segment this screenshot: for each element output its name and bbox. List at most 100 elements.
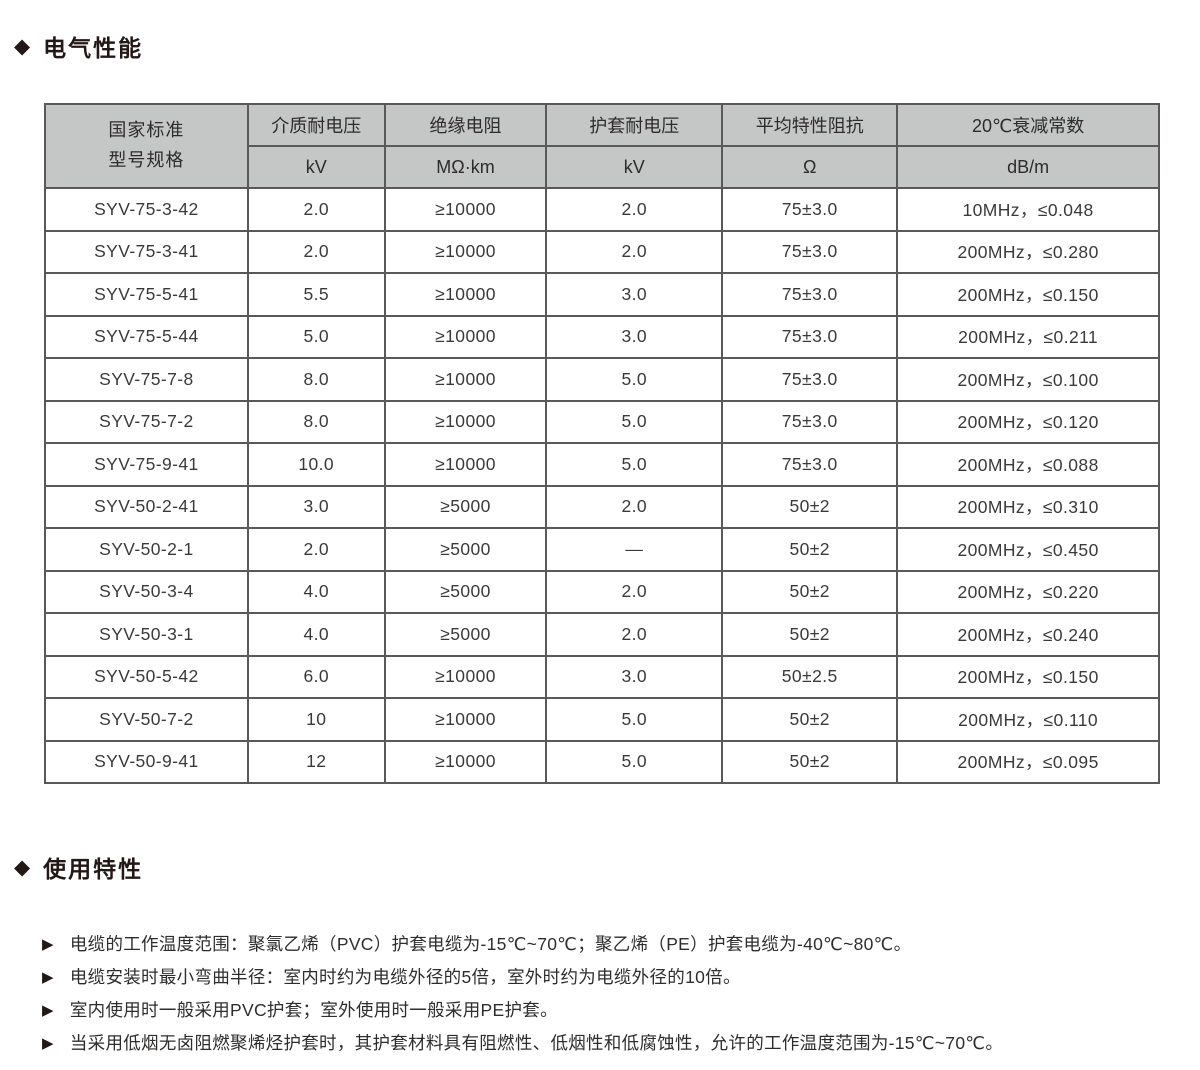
value-cell: ≥10000 (383, 272, 548, 317)
electrical-section-title: 电气性能 (43, 35, 144, 61)
attenuation-unit: dB/m (896, 145, 1160, 189)
value-cell: 75±3.0 (721, 272, 899, 317)
value-cell: 50±2 (721, 484, 899, 529)
value-cell: 75±3.0 (721, 229, 899, 274)
value-cell: 12 (246, 739, 386, 784)
model-cell: SYV-75-5-41 (44, 272, 249, 317)
model-header-line2: 型号规格 (108, 150, 185, 170)
table-row: SYV-75-3-41 2.0 ≥10000 2.0 75±3.0 200MHz，≤0.2… (44, 229, 1160, 274)
value-cell: 10.0 (246, 442, 386, 487)
dielectric-voltage-header: 介质耐电压 (246, 103, 386, 147)
table-row: SYV-50-3-1 4.0 ≥5000 2.0 50±2 200MHz，≤0.240 (44, 612, 1160, 657)
value-cell: 200MHz，≤0.280 (896, 229, 1160, 274)
value-cell: 75±3.0 (721, 187, 899, 232)
usage-item-text: 当采用低烟无卤阻燃聚烯烃护套时，其护套材料具有阻燃性、低烟性和低腐蚀性，允许的工… (69, 1033, 1004, 1053)
table-row: SYV-50-7-2 10 ≥10000 5.0 50±2 200MHz，≤0.110 (44, 697, 1160, 742)
value-cell: 3.0 (545, 272, 724, 317)
value-cell: 5.0 (545, 442, 724, 487)
insulation-resistance-unit: MΩ·km (383, 145, 548, 189)
value-cell: 10 (246, 697, 386, 742)
triangle-bullet-icon: ▶ (42, 1002, 54, 1019)
electrical-section-heading: ◆ 电气性能 (14, 0, 1200, 63)
value-cell: 5.0 (246, 314, 386, 359)
value-cell: 5.0 (545, 357, 724, 402)
model-cell: SYV-50-5-42 (44, 654, 249, 699)
usage-item-text: 电缆安装时最小弯曲半径：室内时约为电缆外径的5倍，室外时约为电缆外径的10倍。 (69, 967, 741, 987)
model-cell: SYV-50-2-41 (44, 484, 249, 529)
impedance-unit: Ω (721, 145, 899, 189)
table-row: SYV-50-2-41 3.0 ≥5000 2.0 50±2 200MHz，≤0.310 (44, 484, 1160, 529)
value-cell: 200MHz，≤0.120 (896, 399, 1160, 444)
value-cell: 5.0 (545, 697, 724, 742)
header-row-names: 国家标准 型号规格 介质耐电压 绝缘电阻 护套耐电压 平均特性阻抗 20℃衰减常… (44, 103, 1160, 189)
value-cell: 4.0 (246, 569, 386, 614)
value-cell: ≥10000 (383, 229, 548, 274)
table-row: SYV-50-3-4 4.0 ≥5000 2.0 50±2 200MHz，≤0.220 (44, 569, 1160, 614)
value-cell: ≥5000 (383, 612, 548, 657)
table-row: SYV-75-5-41 5.5 ≥10000 3.0 75±3.0 200MHz，≤0.1… (44, 272, 1160, 317)
usage-list-item: ▶ 室内使用时一般采用PVC护套；室外使用时一般采用PE护套。 (42, 1000, 1170, 1021)
value-cell: 3.0 (246, 484, 386, 529)
attenuation-header: 20℃衰减常数 (896, 103, 1160, 147)
value-cell: ≥5000 (383, 569, 548, 614)
value-cell: ≥10000 (383, 357, 548, 402)
value-cell: ≥10000 (383, 399, 548, 444)
model-cell: SYV-50-7-2 (44, 697, 249, 742)
value-cell: 6.0 (246, 654, 386, 699)
table-row: SYV-75-5-44 5.0 ≥10000 3.0 75±3.0 200MHz，≤0.2… (44, 314, 1160, 359)
header-row-units: kV MΩ·km kV Ω dB/m (45, 145, 1160, 189)
usage-bullet-list: ▶ 电缆的工作温度范围：聚氯乙烯（PVC）护套电缆为-15℃~70℃；聚乙烯（PE… (0, 934, 1200, 1054)
value-cell: 200MHz，≤0.110 (896, 697, 1160, 742)
model-cell: SYV-75-7-2 (44, 399, 249, 444)
table-row: SYV-75-7-2 8.0 ≥10000 5.0 75±3.0 200MHz，≤0.12… (44, 399, 1160, 444)
triangle-bullet-icon: ▶ (42, 969, 54, 986)
value-cell: ≥10000 (383, 442, 548, 487)
value-cell: 200MHz，≤0.150 (896, 272, 1160, 317)
model-cell: SYV-75-3-42 (44, 187, 249, 232)
model-cell: SYV-75-9-41 (44, 442, 249, 487)
value-cell: 75±3.0 (721, 357, 899, 402)
usage-list-item: ▶ 当采用低烟无卤阻燃聚烯烃护套时，其护套材料具有阻燃性、低烟性和低腐蚀性，允许的… (42, 1033, 1170, 1054)
value-cell: 2.0 (545, 484, 724, 529)
spec-table-header: 国家标准 型号规格 介质耐电压 绝缘电阻 护套耐电压 平均特性阻抗 20℃衰减常… (44, 103, 1160, 189)
model-cell: SYV-50-2-1 (44, 527, 249, 572)
value-cell: 8.0 (246, 399, 386, 444)
insulation-resistance-header: 绝缘电阻 (383, 103, 548, 147)
usage-item-text: 电缆的工作温度范围：聚氯乙烯（PVC）护套电缆为-15℃~70℃；聚乙烯（PE）… (69, 934, 912, 954)
value-cell: 2.0 (545, 229, 724, 274)
value-cell: 200MHz，≤0.095 (896, 739, 1160, 784)
value-cell: 50±2.5 (721, 654, 899, 699)
usage-list-item: ▶ 电缆安装时最小弯曲半径：室内时约为电缆外径的5倍，室外时约为电缆外径的10倍。 (42, 967, 1170, 988)
diamond-bullet-icon: ◆ (14, 855, 31, 879)
value-cell: 5.0 (545, 399, 724, 444)
value-cell: ≥10000 (383, 187, 548, 232)
value-cell: 75±3.0 (721, 314, 899, 359)
table-row: SYV-75-7-8 8.0 ≥10000 5.0 75±3.0 200MHz，≤0.10… (44, 357, 1160, 402)
value-cell: 200MHz，≤0.211 (896, 314, 1160, 359)
value-cell: 50±2 (721, 697, 899, 742)
value-cell: 200MHz，≤0.150 (896, 654, 1160, 699)
value-cell: 4.0 (246, 612, 386, 657)
triangle-bullet-icon: ▶ (42, 1035, 54, 1052)
value-cell: 8.0 (246, 357, 386, 402)
value-cell: ≥10000 (383, 654, 548, 699)
table-row: SYV-50-9-41 12 ≥10000 5.0 50±2 200MHz，≤0.095 (44, 739, 1160, 784)
value-cell: 5.5 (246, 272, 386, 317)
sheath-voltage-unit: kV (545, 145, 724, 189)
model-cell: SYV-75-3-41 (44, 229, 249, 274)
table-row: SYV-50-2-1 2.0 ≥5000—50±2 200MHz，≤0.450 (44, 527, 1160, 572)
value-cell: 3.0 (545, 314, 724, 359)
model-cell: SYV-50-3-1 (44, 612, 249, 657)
value-cell: ≥10000 (383, 739, 548, 784)
value-cell: ≥5000 (383, 527, 548, 572)
value-cell: 200MHz，≤0.220 (896, 569, 1160, 614)
value-cell: ≥5000 (383, 484, 548, 529)
model-cell: SYV-50-9-41 (44, 739, 249, 784)
electrical-spec-table: 国家标准 型号规格 介质耐电压 绝缘电阻 护套耐电压 平均特性阻抗 20℃衰减常… (44, 103, 1160, 784)
value-cell: 10MHz，≤0.048 (896, 187, 1160, 232)
value-cell: 2.0 (246, 187, 386, 232)
model-spec-header-cell: 国家标准 型号规格 (44, 103, 249, 189)
value-cell: 200MHz，≤0.100 (896, 357, 1160, 402)
model-header-line1: 国家标准 (108, 120, 185, 141)
